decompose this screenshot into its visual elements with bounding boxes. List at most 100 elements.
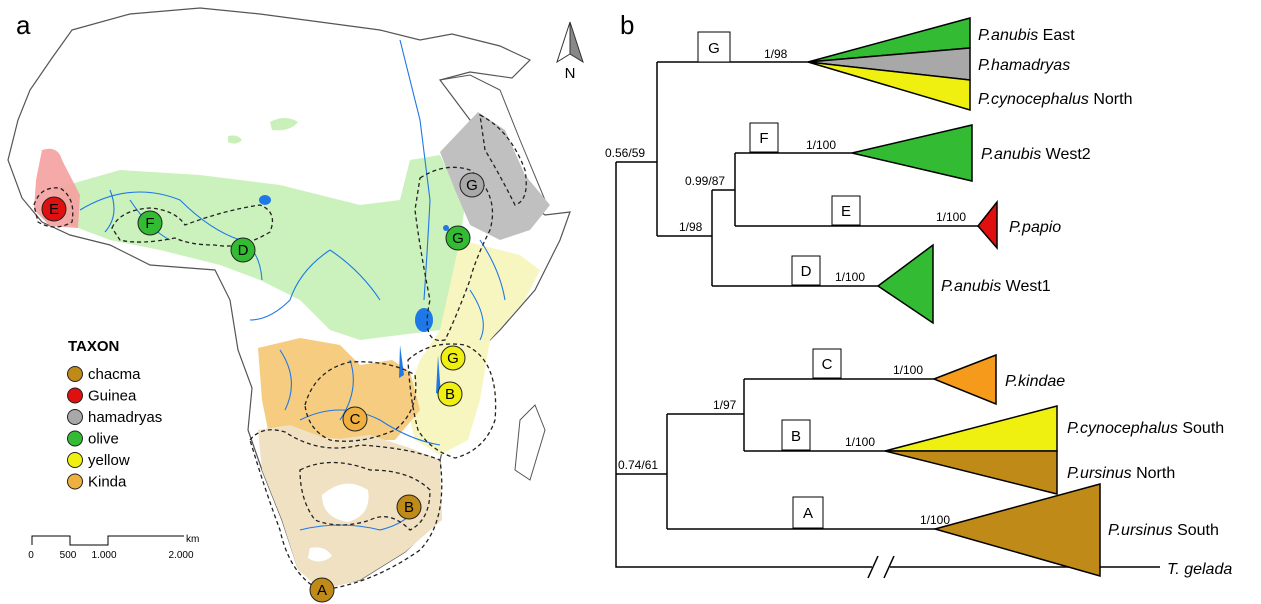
support-fe: 0.99/87 [685, 174, 725, 188]
red-sea-coast [439, 74, 546, 201]
legend-label: Guinea [88, 388, 137, 405]
svg-text:G: G [447, 350, 459, 367]
svg-text:B: B [445, 386, 455, 403]
node-box-b: B [781, 419, 811, 451]
legend-item-kinda: Kinda [67, 473, 127, 491]
support-root-upper: 0.56/59 [605, 146, 645, 160]
east-rivers [469, 239, 506, 341]
clade-cynocephalus-north [807, 61, 971, 112]
legend-swatch [67, 452, 83, 468]
legend-item-olive: olive [67, 430, 119, 448]
legend-item-chacma: chacma [67, 366, 141, 383]
node-box-a: A [792, 496, 824, 529]
svg-text:D: D [238, 242, 249, 259]
legend-swatch [67, 409, 83, 425]
scale-bar [31, 535, 184, 546]
clade-anubis-west2 [851, 124, 973, 182]
svg-text:C: C [350, 411, 361, 428]
taxon-cynocephalus-north: P.cynocephalus North [978, 91, 1132, 108]
svg-text:G: G [466, 177, 478, 194]
legend-swatch [67, 473, 83, 490]
taxon-papio: P.papio [1009, 219, 1061, 236]
clade-anubis-west1 [876, 243, 934, 325]
svg-text:C: C [822, 356, 833, 373]
lake-chad [259, 195, 271, 205]
legend-item-guinea: Guinea [67, 387, 137, 405]
compass-icon: N [556, 21, 584, 82]
panel-letter-b: b [620, 10, 634, 40]
sample-circle-c: C [342, 406, 368, 432]
support-d: 1/100 [835, 270, 865, 284]
scale-tick-500: 500 [60, 550, 77, 561]
sample-circle-g-hamadryas: G [459, 172, 485, 198]
clade-triangles [807, 17, 1101, 577]
legend-swatch [67, 366, 83, 382]
legend-label: chacma [88, 366, 141, 383]
support-f: 1/100 [806, 138, 836, 152]
compass-label: N [565, 65, 576, 82]
clade-ursinus-north [884, 450, 1058, 495]
node-box-d: D [791, 255, 821, 286]
congo-river [249, 249, 381, 321]
scale-tick-2000: 2.000 [168, 550, 193, 561]
lake-tana [443, 225, 449, 231]
sample-circle-b-yellow: B [437, 381, 463, 407]
clade-kindae [931, 353, 997, 406]
taxon-anubis-west2: P.anubis West2 [981, 146, 1091, 163]
olive-patch-north [270, 118, 298, 131]
chacma-gap [322, 483, 369, 522]
taxon-outgroup: T. gelada [1167, 561, 1232, 578]
outline-g-east [479, 113, 527, 206]
chacma-gap2 [308, 547, 332, 562]
support-c: 1/100 [893, 363, 923, 377]
outline-b-chacma [299, 461, 431, 531]
taxon-cynocephalus-south: P.cynocephalus South [1067, 420, 1224, 437]
branch-break-icon [867, 555, 895, 579]
olive-range [50, 155, 465, 340]
hamadryas-range [440, 112, 550, 240]
node-box-f: F [749, 122, 779, 153]
legend-swatch [67, 430, 83, 447]
scale-unit: km [186, 534, 199, 545]
sample-circle-a: A [309, 577, 335, 603]
tree-panel: b [605, 10, 1232, 579]
nile-river [399, 39, 431, 301]
svg-text:D: D [801, 263, 812, 280]
map-panel: a [7, 7, 584, 603]
sample-circle-g-olive: G [445, 225, 471, 251]
svg-text:B: B [404, 499, 414, 516]
scale-tick-0: 0 [28, 550, 34, 561]
taxon-kindae: P.kindae [1005, 373, 1065, 390]
clade-papio [977, 199, 998, 251]
svg-text:F: F [759, 130, 768, 147]
kinda-range [258, 338, 420, 458]
legend-label: hamadryas [88, 409, 162, 426]
outline-c [304, 361, 417, 442]
support-g: 1/98 [764, 47, 788, 61]
svg-text:E: E [841, 203, 851, 220]
zambezi-river [299, 409, 441, 446]
node-box-e: E [831, 195, 861, 226]
panel-letter-a: a [16, 10, 31, 40]
support-cb: 1/97 [713, 398, 737, 412]
node-box-c: C [812, 348, 842, 379]
node-box-g: G [697, 31, 731, 63]
sample-circle-e: E [41, 196, 67, 222]
sample-circle-b-chacma: B [396, 494, 422, 520]
svg-text:F: F [145, 215, 154, 232]
outline-e [33, 187, 74, 228]
svg-text:A: A [317, 582, 327, 599]
mtdna-clade-outlines [33, 113, 527, 591]
legend-label: yellow [88, 452, 130, 469]
svg-text:A: A [803, 505, 813, 522]
support-e: 1/100 [936, 210, 966, 224]
support-a: 1/100 [920, 513, 950, 527]
tree-branches [615, 61, 1160, 568]
lake-malawi [436, 355, 441, 395]
orange-river [299, 514, 411, 531]
svg-text:G: G [708, 40, 720, 57]
sample-circle-d: D [230, 237, 256, 263]
outline-a [249, 429, 443, 591]
legend-item-hamadryas: hamadryas [67, 409, 162, 426]
